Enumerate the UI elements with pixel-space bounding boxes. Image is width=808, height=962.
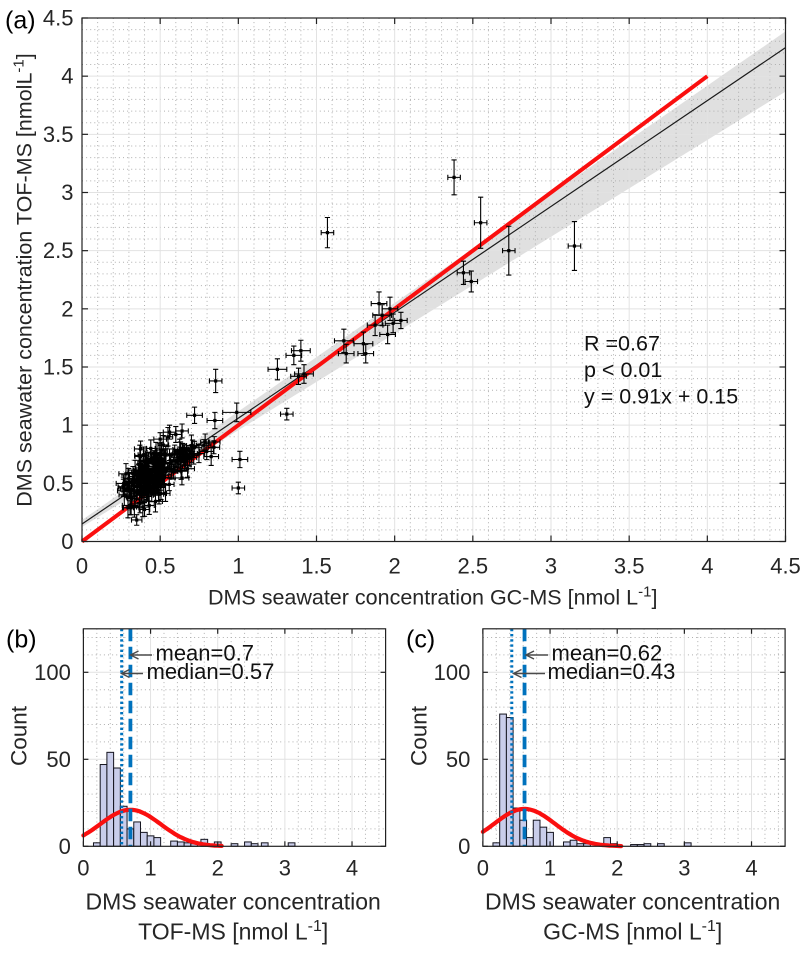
svg-text:2.5: 2.5 — [458, 554, 489, 579]
svg-text:1: 1 — [232, 554, 244, 579]
svg-text:100: 100 — [34, 660, 71, 685]
svg-text:0: 0 — [76, 554, 88, 579]
svg-text:2: 2 — [212, 856, 224, 881]
svg-text:2: 2 — [611, 856, 623, 881]
svg-text:mean=0.7: mean=0.7 — [156, 641, 254, 666]
svg-text:0.5: 0.5 — [43, 471, 74, 496]
svg-text:2: 2 — [61, 296, 73, 321]
svg-text:1.5: 1.5 — [301, 554, 332, 579]
svg-text:0: 0 — [458, 834, 470, 859]
svg-text:y = 0.91x + 0.15: y = 0.91x + 0.15 — [584, 385, 738, 409]
svg-text:p < 0.01: p < 0.01 — [584, 358, 662, 382]
svg-text:3: 3 — [61, 180, 73, 205]
svg-text:3.5: 3.5 — [614, 554, 645, 579]
svg-text:(b): (b) — [6, 626, 37, 654]
svg-text:Count: Count — [407, 705, 432, 766]
svg-text:0: 0 — [61, 529, 73, 554]
svg-text:4.5: 4.5 — [770, 554, 801, 579]
svg-text:0.5: 0.5 — [145, 554, 176, 579]
svg-text:100: 100 — [434, 660, 471, 685]
svg-text:1.5: 1.5 — [43, 355, 74, 380]
svg-text:4.5: 4.5 — [43, 6, 74, 31]
svg-text:DMS seawater concentration TOF: DMS seawater concentration TOF-MS [nmolL… — [11, 53, 37, 506]
svg-text:mean=0.62: mean=0.62 — [552, 641, 663, 666]
svg-text:2.5: 2.5 — [43, 238, 74, 263]
svg-text:3: 3 — [279, 856, 291, 881]
svg-text:4: 4 — [61, 64, 73, 89]
svg-text:Count: Count — [7, 705, 32, 766]
svg-text:4: 4 — [701, 554, 713, 579]
svg-text:DMS seawater concentration: DMS seawater concentration — [485, 889, 780, 915]
svg-text:4: 4 — [745, 856, 757, 881]
svg-text:3.5: 3.5 — [43, 122, 74, 147]
svg-text:TOF-MS [nmol L-1]: TOF-MS [nmol L-1] — [138, 918, 328, 945]
svg-text:4: 4 — [346, 856, 358, 881]
svg-text:1: 1 — [61, 413, 73, 438]
svg-text:0: 0 — [59, 834, 71, 859]
svg-text:median=0.57: median=0.57 — [147, 659, 275, 684]
svg-text:DMS seawater concentration: DMS seawater concentration — [86, 889, 381, 915]
svg-text:R =0.67: R =0.67 — [584, 332, 660, 356]
svg-text:0: 0 — [77, 856, 89, 881]
svg-text:1: 1 — [144, 856, 156, 881]
svg-text:2: 2 — [389, 554, 401, 579]
svg-text:0: 0 — [477, 856, 489, 881]
svg-text:DMS seawater concentration GC-: DMS seawater concentration GC-MS [nmol L… — [208, 584, 658, 610]
svg-text:median=0.43: median=0.43 — [548, 659, 676, 684]
svg-text:50: 50 — [46, 747, 70, 772]
svg-text:GC-MS [nmol L-1]: GC-MS [nmol L-1] — [543, 918, 722, 945]
svg-text:(a): (a) — [5, 7, 36, 35]
svg-text:1: 1 — [544, 856, 556, 881]
svg-text:3: 3 — [545, 554, 557, 579]
svg-text:50: 50 — [446, 747, 470, 772]
svg-text:(c): (c) — [406, 626, 435, 654]
svg-text:3: 3 — [678, 856, 690, 881]
